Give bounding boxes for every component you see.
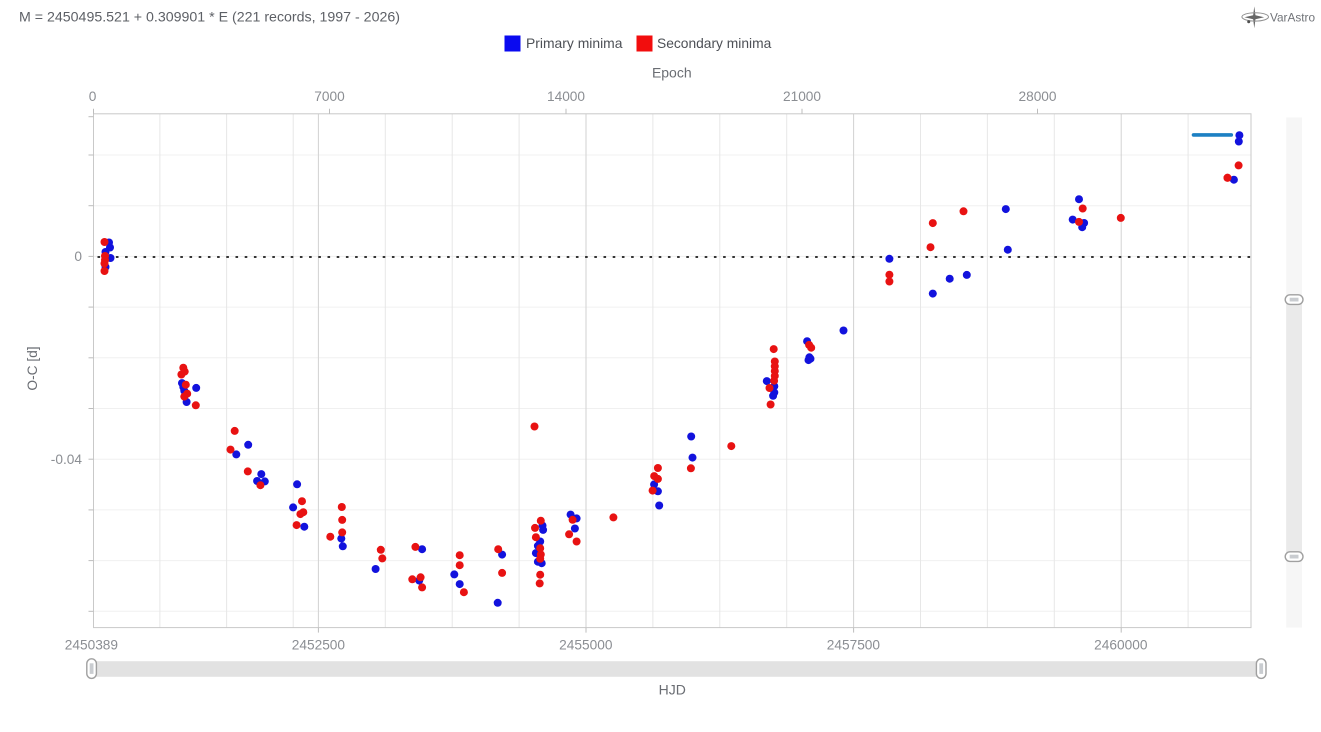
svg-text:-0.04: -0.04 xyxy=(51,452,83,467)
svg-text:HJD: HJD xyxy=(659,682,686,698)
svg-text:28000: 28000 xyxy=(1018,89,1056,104)
svg-text:2457500: 2457500 xyxy=(827,638,881,653)
svg-text:Epoch: Epoch xyxy=(652,65,692,81)
svg-text:2452500: 2452500 xyxy=(292,638,346,653)
svg-text:O-C [d]: O-C [d] xyxy=(25,346,40,390)
svg-text:VarAstro: VarAstro xyxy=(1270,11,1315,25)
svg-text:2455000: 2455000 xyxy=(559,638,613,653)
svg-text:0: 0 xyxy=(74,249,82,264)
svg-text:2450389: 2450389 xyxy=(65,638,118,653)
svg-text:21000: 21000 xyxy=(783,89,821,104)
svg-text:7000: 7000 xyxy=(314,89,345,104)
svg-text:Primary minima: Primary minima xyxy=(526,35,623,51)
svg-text:M = 2450495.521 + 0.309901 * E: M = 2450495.521 + 0.309901 * E (221 reco… xyxy=(19,10,400,26)
svg-text:2460000: 2460000 xyxy=(1094,638,1148,653)
svg-text:0: 0 xyxy=(89,89,97,104)
svg-text:14000: 14000 xyxy=(547,89,585,104)
svg-text:Secondary minima: Secondary minima xyxy=(657,36,772,51)
